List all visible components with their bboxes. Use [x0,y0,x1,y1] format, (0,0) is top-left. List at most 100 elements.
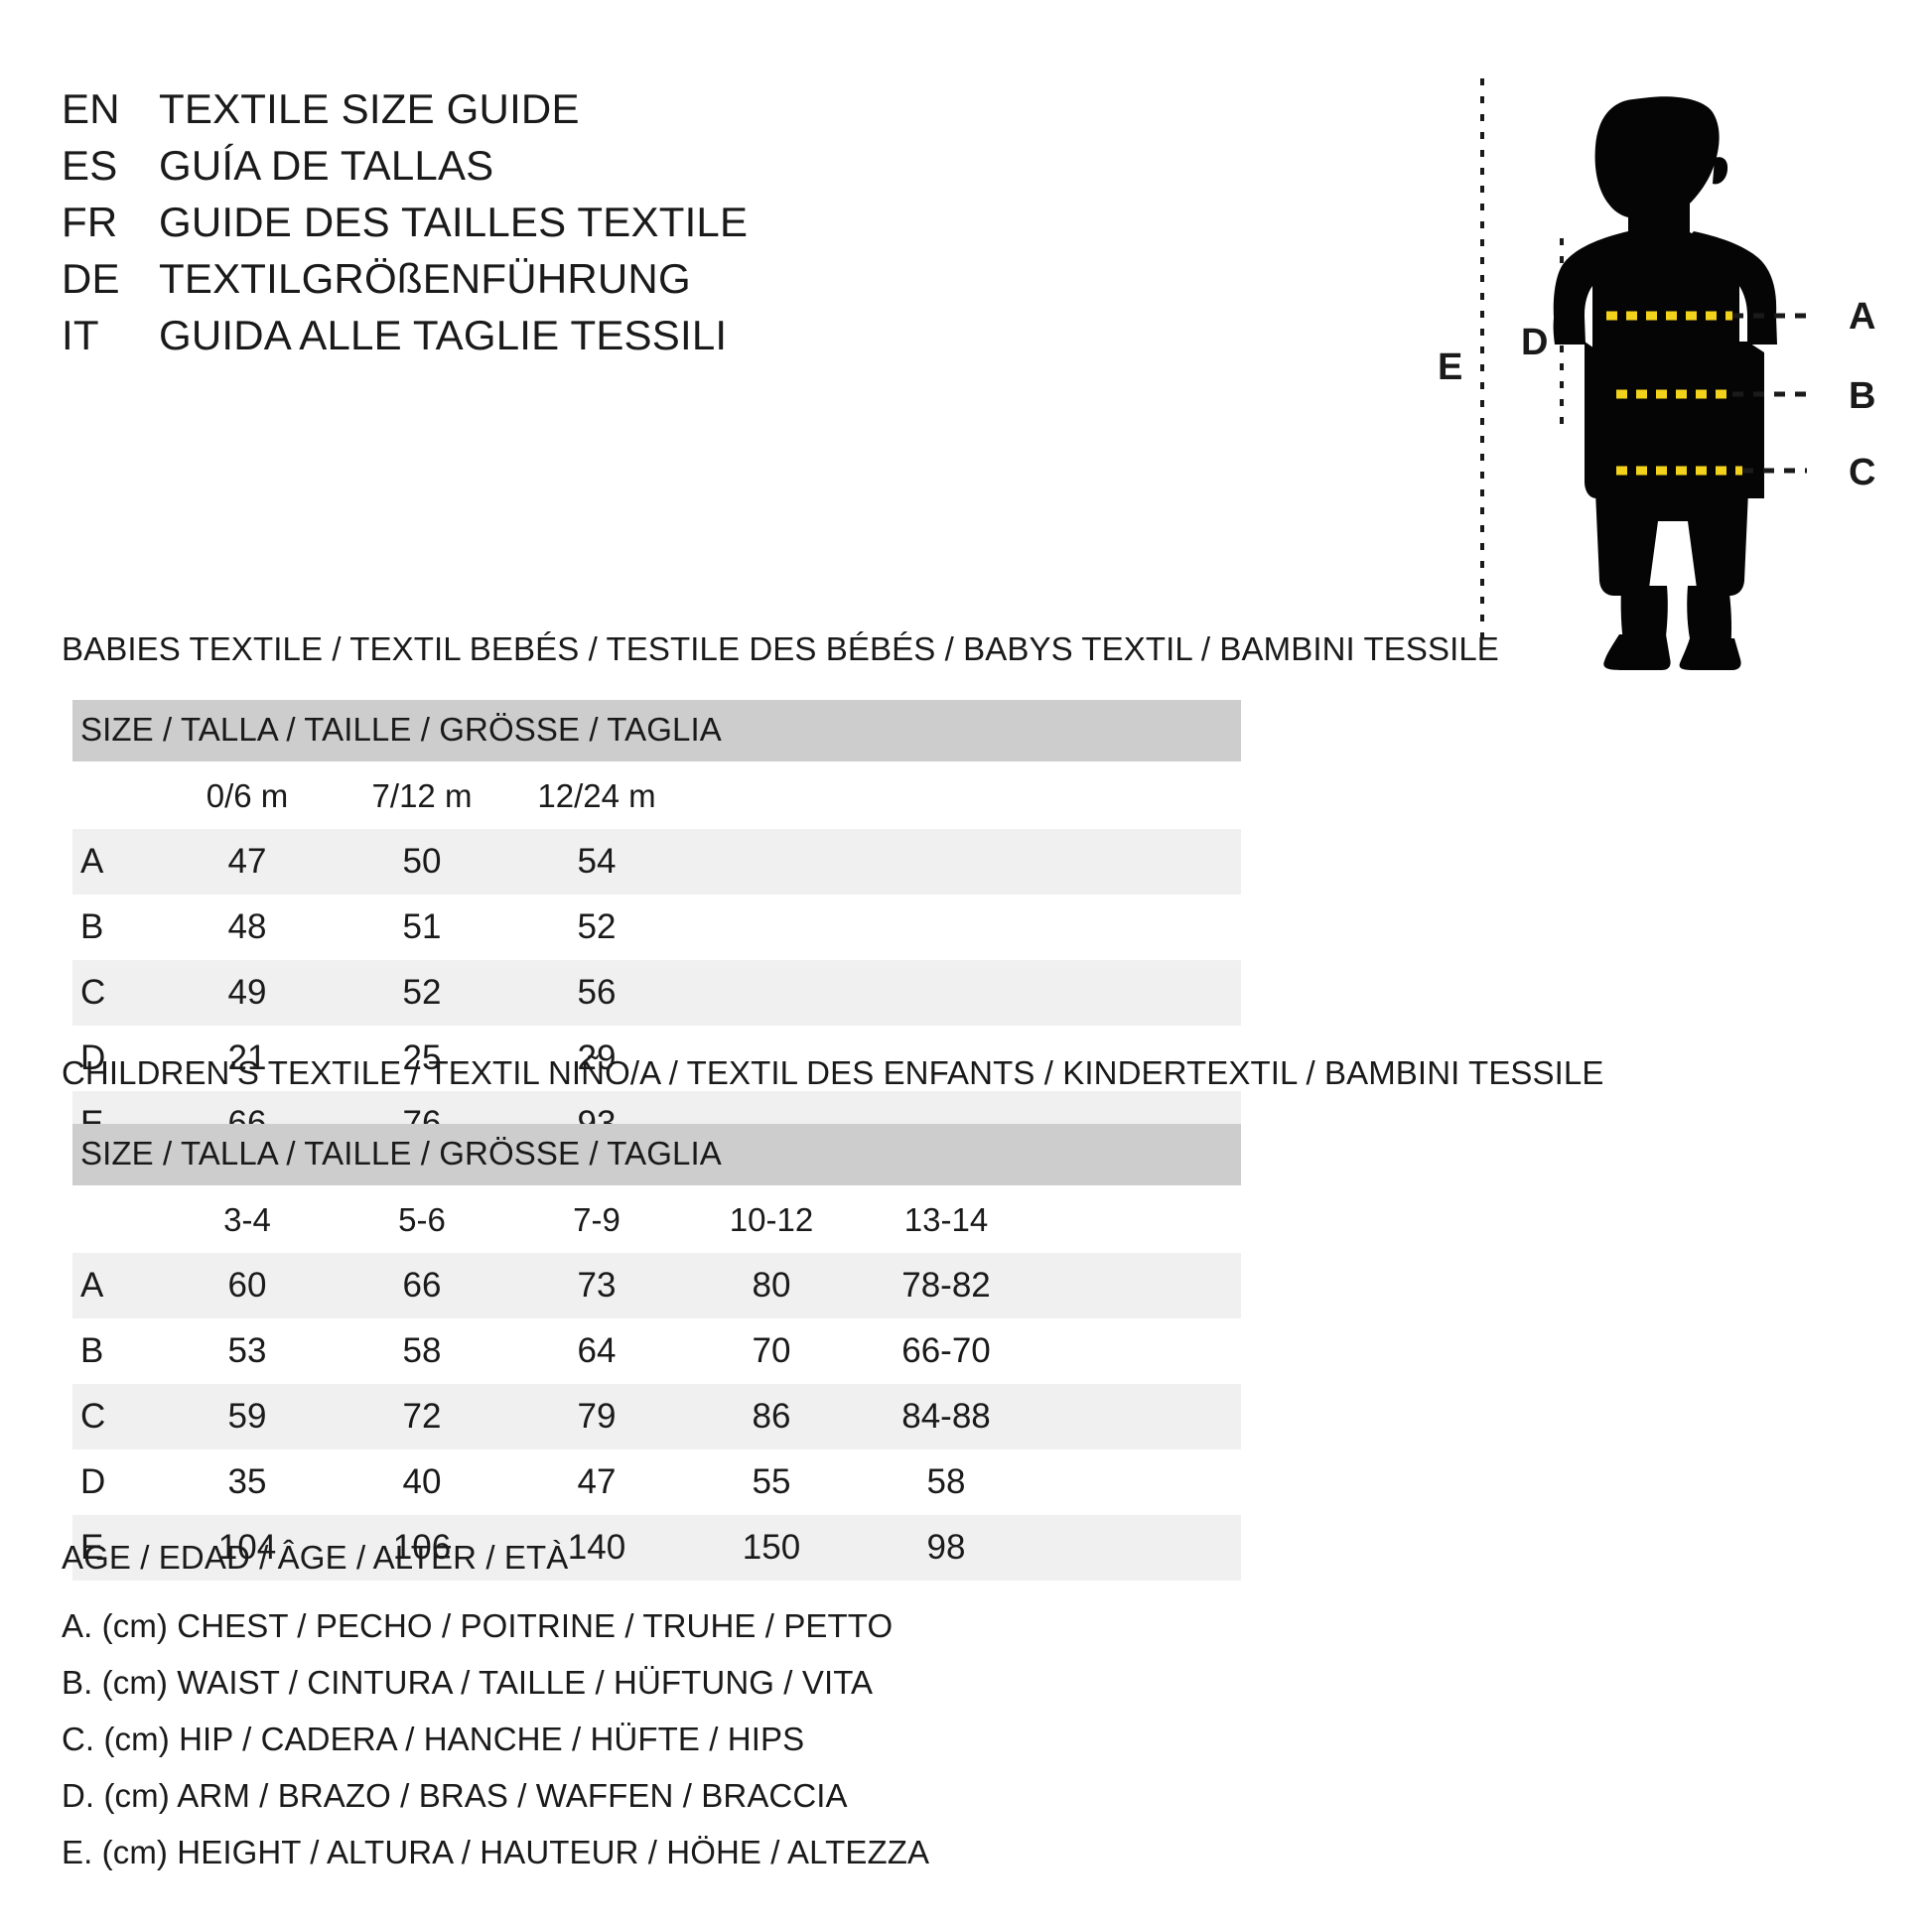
babies-cell: 48 [160,895,335,960]
children-cell: 78-82 [859,1253,1034,1318]
marker-label-c: C [1849,452,1875,493]
table-row: D 21 25 29 [72,1026,1241,1091]
children-cell-filler [1034,1449,1242,1515]
babies-cell: 49 [160,960,335,1026]
children-cell: 106 [335,1515,509,1581]
children-cell: 66-70 [859,1318,1034,1384]
babies-cell: 54 [509,829,684,895]
babies-cell: 52 [509,895,684,960]
children-table-band-header-row: SIZE / TALLA / TAILLE / GRÖSSE / TAGLIA [72,1124,1242,1185]
children-column-header: 3-4 [160,1185,335,1253]
children-cell: 53 [160,1318,335,1384]
children-table-band-header: SIZE / TALLA / TAILLE / GRÖSSE / TAGLIA [72,1124,1242,1185]
children-cell: 59 [160,1384,335,1449]
children-row-label: C [72,1384,160,1449]
children-cell: 80 [684,1253,859,1318]
table-row: B 53 58 64 70 66-70 [72,1318,1242,1384]
title-row-fr: FR GUIDE DES TAILLES TEXTILE [62,199,1154,255]
children-table-corner-cell [72,1185,160,1253]
children-cell: 98 [859,1515,1034,1581]
title-language-text: GUÍA DE TALLAS [159,142,494,189]
measurement-legend: AGE / EDAD / ÂGE / ALTER / ETÀ A. (cm) C… [62,1529,1154,1880]
babies-table-corner-cell [72,761,160,829]
children-cell: 104 [160,1515,335,1581]
table-row: E 104 106 140 150 98 [72,1515,1242,1581]
title-language-code: ES [62,142,118,189]
children-section-caption: CHILDREN’S TEXTILE / TEXTIL NIÑO/A / TEX… [62,1054,1604,1091]
children-cell: 84-88 [859,1384,1034,1449]
children-cell: 70 [684,1318,859,1384]
language-title-block: EN TEXTILE SIZE GUIDE ES GUÍA DE TALLAS FR GU… [62,85,1154,368]
babies-section-caption: BABIES TEXTILE / TEXTIL BEBÉS / TESTILE … [62,630,1499,667]
children-row-label: B [72,1318,160,1384]
babies-cell-filler [684,1026,1241,1091]
children-cell: 40 [335,1449,509,1515]
table-row: D 35 40 47 55 58 [72,1449,1242,1515]
legend-item: C. (cm) HIP / CADERA / HANCHE / HÜFTE / … [62,1721,805,1757]
babies-cell: 25 [335,1026,509,1091]
children-cell: 86 [684,1384,859,1449]
table-row: B 48 51 52 [72,895,1241,960]
babies-cell: 21 [160,1026,335,1091]
children-cell-filler [1034,1515,1242,1581]
children-cell: 66 [335,1253,509,1318]
marker-label-d: D [1521,322,1548,363]
children-column-header: 13-14 [859,1185,1034,1253]
children-table-column-header-row: 3-4 5-6 7-9 10-12 13-14 [72,1185,1242,1253]
title-row-es: ES GUÍA DE TALLAS [62,142,1154,199]
children-cell: 73 [509,1253,684,1318]
children-cell: 60 [160,1253,335,1318]
babies-row-label: B [72,895,160,960]
title-language-code: EN [62,85,120,132]
children-cell: 140 [509,1515,684,1581]
babies-row-label: A [72,829,160,895]
babies-cell: 56 [509,960,684,1026]
children-cell: 35 [160,1449,335,1515]
babies-column-header: 7/12 m [335,761,509,829]
babies-column-header-filler [684,761,1241,829]
title-row-de: DE TEXTILGRÖßENFÜHRUNG [62,255,1154,312]
children-row-label: E [72,1515,160,1581]
babies-cell-filler [684,960,1241,1026]
children-cell: 79 [509,1384,684,1449]
legend-age-line: AGE / EDAD / ÂGE / ALTER / ETÀ [62,1539,569,1576]
children-row-label: D [72,1449,160,1515]
title-row-en: EN TEXTILE SIZE GUIDE [62,85,1154,142]
children-cell: 47 [509,1449,684,1515]
babies-table-body: A475054B485152C495256D212529E667693 [72,829,1241,1157]
title-language-code: DE [62,255,120,302]
babies-cell-filler [684,829,1241,895]
children-cell: 72 [335,1384,509,1449]
children-cell: 58 [335,1318,509,1384]
children-cell: 58 [859,1449,1034,1515]
children-column-header: 5-6 [335,1185,509,1253]
children-table-body: A 60 66 73 80 78-82 B 53 58 64 70 66-70 C 59 72 79 86 84-… [72,1253,1242,1581]
babies-column-header: 12/24 m [509,761,684,829]
children-cell: 150 [684,1515,859,1581]
babies-table-column-header-row: 0/6 m 7/12 m 12/24 m [72,761,1241,829]
title-row-it: IT GUIDA ALLE TAGLIE TESSILI [62,312,1154,368]
table-row: A 47 50 54 [72,829,1241,895]
body-measurement-diagram: A B C D E [1390,55,1932,670]
children-row-label: A [72,1253,160,1318]
children-column-header-filler [1034,1185,1242,1253]
legend-item-list: A. (cm) CHEST / PECHO / POITRINE / TRUHE… [62,1597,1154,1880]
babies-cell: 47 [160,829,335,895]
legend-item: B. (cm) WAIST / CINTURA / TAILLE / HÜFTU… [62,1664,874,1701]
legend-item: D. (cm) ARM / BRAZO / BRAS / WAFFEN / BR… [62,1777,848,1814]
babies-cell-filler [684,895,1241,960]
babies-column-header: 0/6 m [160,761,335,829]
babies-cell: 29 [509,1026,684,1091]
children-cell: 55 [684,1449,859,1515]
legend-item: A. (cm) CHEST / PECHO / POITRINE / TRUHE… [62,1607,894,1644]
babies-row-label: C [72,960,160,1026]
babies-cell: 52 [335,960,509,1026]
title-language-text: GUIDE DES TAILLES TEXTILE [159,199,749,245]
children-cell-filler [1034,1253,1242,1318]
legend-item: E. (cm) HEIGHT / ALTURA / HAUTEUR / HÖHE… [62,1834,930,1870]
marker-label-b: B [1849,375,1875,417]
babies-cell: 51 [335,895,509,960]
children-cell: 64 [509,1318,684,1384]
table-row: C 49 52 56 [72,960,1241,1026]
marker-label-e: E [1438,346,1462,388]
